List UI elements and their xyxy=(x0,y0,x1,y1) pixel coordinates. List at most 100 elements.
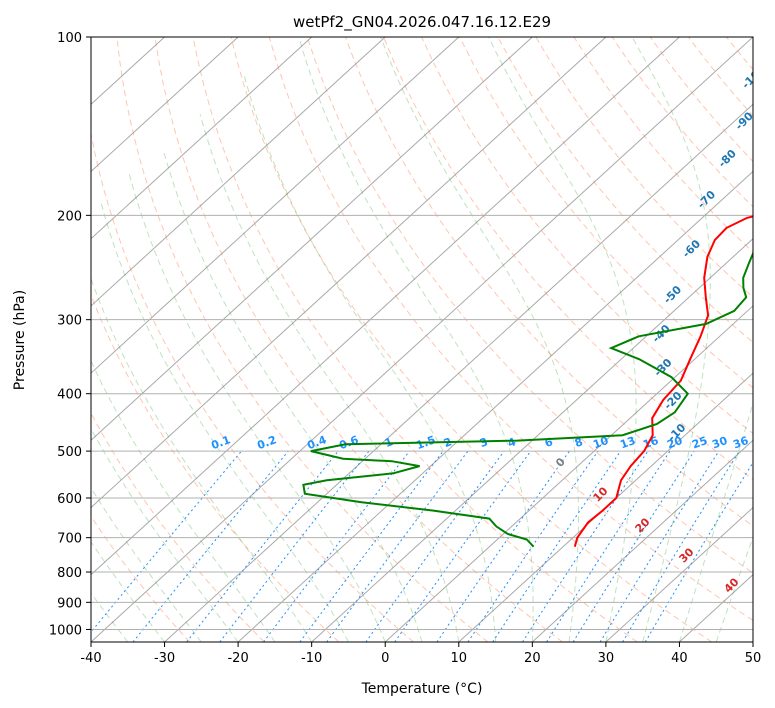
isotherm-line xyxy=(531,439,753,642)
y-tick-label: 500 xyxy=(57,445,82,460)
x-tick-label: 30 xyxy=(598,651,615,666)
moist-adiabat-line xyxy=(91,359,276,642)
mixing-ratio-label: 0.6 xyxy=(337,433,360,452)
isotherm-line xyxy=(91,37,386,307)
dry-adiabat-line xyxy=(230,37,713,642)
x-tick-label: 50 xyxy=(745,651,762,666)
y-axis-label: Pressure (hPa) xyxy=(12,290,28,390)
x-tick-label: -20 xyxy=(227,651,248,666)
dry-adiabat-line xyxy=(192,37,638,642)
x-tick-label: -30 xyxy=(154,651,175,666)
isotherm-line xyxy=(91,37,680,576)
dry-adiabat-line xyxy=(116,37,489,642)
mixing-ratio-line xyxy=(622,450,740,642)
moist-adiabat-line xyxy=(91,427,239,642)
mixing-ratio-label: 6 xyxy=(543,435,555,450)
moist-adiabat-line xyxy=(91,592,129,642)
isotherm-line xyxy=(384,305,753,642)
y-tick-label: 600 xyxy=(57,492,82,507)
isotherm-line xyxy=(458,372,753,642)
isotherm-line xyxy=(91,37,313,240)
dry-adiabat-line xyxy=(91,293,340,642)
mixing-ratio-line xyxy=(365,450,505,642)
mixing-ratio-label: 20 xyxy=(665,434,684,452)
mixing-ratio-line xyxy=(132,450,289,642)
plot-frame xyxy=(90,36,754,643)
mixing-ratio-line xyxy=(546,450,671,642)
background-lines xyxy=(91,37,753,642)
isotherm-line xyxy=(237,170,753,642)
mixing-ratio-line xyxy=(522,450,649,642)
moist-adiabat-line xyxy=(100,201,349,642)
isotherm-line xyxy=(91,37,607,509)
isotherm-line xyxy=(164,103,753,642)
mixing-ratio-label: 3 xyxy=(478,435,490,450)
y-tick-label: 400 xyxy=(57,388,82,403)
mixing-ratio-label: 25 xyxy=(690,434,709,451)
mixing-ratio-line xyxy=(326,450,469,642)
isotherm-line xyxy=(91,37,533,441)
x-tick-label: 20 xyxy=(524,651,541,666)
mixing-ratio-label: 0.1 xyxy=(209,433,232,452)
mixing-ratio-line xyxy=(644,461,753,642)
moist-adiabat-line xyxy=(678,401,753,642)
moist-adiabat-line xyxy=(298,37,534,642)
moist-adiabat-line xyxy=(380,37,579,642)
moist-adiabat-line xyxy=(91,540,165,642)
dry-adiabat-line xyxy=(154,37,563,642)
mixing-ratio-label: 30 xyxy=(710,434,729,452)
moist-adiabat-line xyxy=(715,535,753,642)
isotherm-line xyxy=(91,37,239,173)
moist-adiabat-line xyxy=(91,277,313,642)
x-tick-label: -40 xyxy=(80,651,101,666)
series-line-2 xyxy=(302,251,753,548)
moist-adiabat-line xyxy=(488,37,637,642)
mixing-ratio-label: 10 xyxy=(591,434,610,452)
dry-adiabat-line xyxy=(91,412,265,642)
y-tick-label: 300 xyxy=(57,314,82,329)
x-axis: -40 -30 -20 -10 0 10 20 30 40 50 xyxy=(80,642,761,666)
y-tick-label: 800 xyxy=(57,566,82,581)
mixing-ratio-line xyxy=(394,450,532,642)
mixing-ratio-line xyxy=(91,450,242,633)
mixing-ratio-line xyxy=(263,450,410,642)
x-tick-label: -10 xyxy=(301,651,322,666)
moist-adiabat-line xyxy=(128,173,386,642)
mixing-ratio-label: 13 xyxy=(618,434,637,451)
x-tick-label: 40 xyxy=(671,651,688,666)
dry-adiabat-line xyxy=(91,515,191,642)
profile-series xyxy=(302,215,753,548)
isotherm-line xyxy=(91,37,460,374)
isotherm-line xyxy=(605,506,753,642)
mixing-ratio-label: 4 xyxy=(506,435,518,450)
series-line-1 xyxy=(573,215,753,547)
chart-title: wetPf2_GN04.2026.047.16.12.E29 xyxy=(293,13,551,32)
y-tick-label: 200 xyxy=(57,209,82,224)
x-axis-label: Temperature (°C) xyxy=(361,681,483,697)
mixing-ratio-label: 8 xyxy=(573,435,585,450)
moist-adiabat-line xyxy=(243,72,497,642)
isotherm-line xyxy=(91,37,753,642)
dry-adiabat-line xyxy=(268,37,753,622)
dry-adiabat-line xyxy=(306,37,753,574)
mixing-ratio-label: 36 xyxy=(731,434,750,452)
y-tick-label: 700 xyxy=(57,532,82,547)
x-tick-label: 10 xyxy=(451,651,468,666)
isobar-grid xyxy=(91,37,753,630)
dry-adiabat-line xyxy=(344,37,753,527)
moist-adiabat-line xyxy=(91,486,202,642)
mixing-ratio-line xyxy=(599,450,720,642)
moist-adiabat-line xyxy=(631,37,711,642)
x-tick-label: 0 xyxy=(381,651,389,666)
mixing-ratio-label: 0.2 xyxy=(255,433,278,452)
dry-adiabat-line xyxy=(535,37,753,298)
dry-adiabat-line xyxy=(91,131,414,642)
isotherm-line xyxy=(311,238,753,642)
y-tick-label: 100 xyxy=(57,31,82,46)
moist-adiabat-line xyxy=(199,114,460,642)
y-axis: 100 200 300 400 500 600 700 800 900 1000 xyxy=(49,31,91,638)
y-tick-label: 900 xyxy=(57,596,82,611)
y-tick-label: 1000 xyxy=(49,623,82,638)
